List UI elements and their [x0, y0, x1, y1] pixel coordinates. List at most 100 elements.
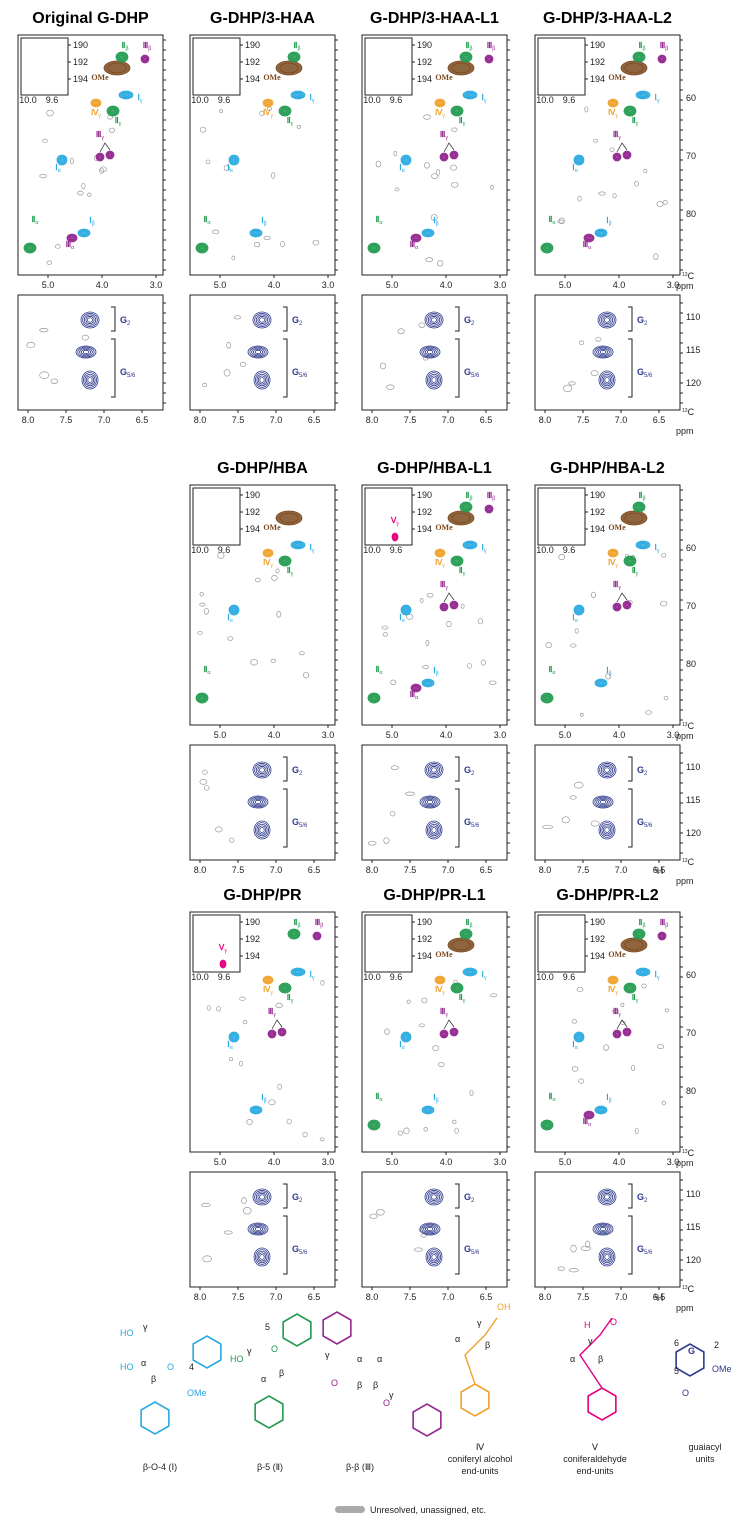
- bracket: [628, 1184, 632, 1208]
- noise-contour: [229, 838, 234, 842]
- x-tick-label: 4.0: [268, 1157, 281, 1167]
- peak-position: β: [642, 496, 645, 502]
- contour: [260, 827, 264, 832]
- axis-unit: 13C: [682, 721, 695, 731]
- noise-contour: [468, 663, 472, 668]
- x-tick-label: 7.0: [615, 865, 628, 875]
- peak-label: Ⅳγ: [608, 108, 618, 119]
- peak-position: β: [609, 671, 612, 677]
- y-tick-label: 110: [686, 1189, 700, 1199]
- noise-contour: [461, 604, 464, 608]
- connector: [100, 143, 110, 152]
- noise-contour: [414, 1248, 422, 1252]
- bracket: [283, 757, 287, 781]
- y-tick-label: 60: [686, 970, 696, 980]
- peak-position: γ: [311, 98, 315, 104]
- noise-contour: [320, 1138, 324, 1141]
- inset-y-tick: 192: [590, 57, 605, 67]
- peak-position: α: [402, 168, 406, 174]
- x-tick-label: 7.0: [442, 1292, 455, 1302]
- g-label: G2: [464, 1192, 475, 1204]
- axis-unit: ppm: [676, 1158, 694, 1168]
- peak-label: Ⅱα: [31, 215, 39, 226]
- peak-unit: OMe: [608, 73, 626, 82]
- inset-y-tick: 192: [73, 57, 88, 67]
- noise-contour: [470, 1090, 473, 1095]
- peak-position: β: [492, 46, 495, 52]
- noise-contour: [370, 1214, 377, 1218]
- contour: [254, 821, 270, 839]
- structure: HOγHOαβO4OMeβ-O-4 (Ⅰ): [120, 1322, 221, 1472]
- spectrum-panel: G-DHP/PR-L119019219410.09.65.04.03.0OMeⅡ…: [362, 887, 510, 1302]
- noise-contour: [394, 151, 397, 156]
- noise-contour: [200, 603, 205, 606]
- peak-label: Ⅰγ: [309, 543, 314, 554]
- peak-label: Ⅱα: [548, 665, 556, 676]
- atom-label: O: [331, 1378, 338, 1388]
- peak-position: γ: [614, 113, 618, 119]
- noise-contour: [243, 1207, 251, 1214]
- inset-y-tick: 194: [590, 951, 605, 961]
- atom-label: β: [373, 1380, 378, 1390]
- peak-label: Ⅱβ: [466, 491, 473, 502]
- peak-label: Ⅱγ: [632, 993, 639, 1004]
- x-tick-label: 4.0: [613, 730, 626, 740]
- contour: [255, 1190, 270, 1203]
- g-label: G2: [292, 765, 303, 777]
- noise-contour: [662, 1101, 665, 1105]
- x-tick-label: 7.5: [60, 415, 73, 425]
- inset-y-tick: 194: [73, 74, 88, 84]
- atom-label: HO: [120, 1328, 134, 1338]
- noise-contour: [604, 1045, 609, 1051]
- contour: [427, 823, 440, 838]
- noise-contour: [558, 220, 564, 223]
- bracket: [455, 1216, 459, 1274]
- y-tick-label: 70: [686, 1028, 696, 1038]
- noise-contour: [204, 608, 208, 614]
- atom-label: α: [377, 1354, 382, 1364]
- peak-position: γ: [269, 563, 273, 569]
- noise-contour: [207, 1005, 210, 1010]
- atom-label: γ: [143, 1322, 148, 1332]
- noise-contour: [70, 158, 73, 164]
- spectrum-panel: G-DHP/3-HAA-L119019219410.09.65.04.03.0O…: [362, 10, 510, 425]
- noise-contour: [420, 598, 423, 602]
- peak-label: Ⅱβ: [294, 41, 301, 52]
- contour: [255, 800, 261, 803]
- peak-position: γ: [290, 571, 294, 577]
- g-main: G: [637, 1244, 644, 1254]
- connector: [617, 143, 627, 152]
- y-tick-label: 80: [686, 1086, 696, 1096]
- noise-contour: [281, 241, 285, 246]
- inset-y-tick: 194: [245, 951, 260, 961]
- y-tick-label: 70: [686, 151, 696, 161]
- contour: [598, 762, 616, 778]
- peak-position: α: [575, 618, 579, 624]
- axis-unit: 13C: [682, 857, 695, 867]
- panel-title: G-DHP/3-HAA: [210, 10, 315, 27]
- noise-contour: [224, 369, 230, 376]
- noise-contour: [376, 161, 381, 167]
- noise-contour: [569, 1269, 578, 1272]
- peak-label: Ⅰβ: [606, 666, 611, 677]
- legend-swatch: [335, 1506, 365, 1513]
- inset-y-tick: 192: [590, 507, 605, 517]
- peak-label: Ⅲβ: [660, 918, 669, 929]
- noise-contour: [427, 593, 433, 597]
- noise-contour: [398, 329, 404, 334]
- peak-label: Ⅲβ: [487, 491, 496, 502]
- noise-contour: [380, 363, 385, 369]
- noise-contour: [88, 193, 91, 197]
- figure: Original G-DHP19019219410.09.65.04.03.0O…: [0, 0, 739, 1520]
- ring: [413, 1404, 441, 1436]
- peak-position: β: [264, 1098, 267, 1104]
- g-main: G: [637, 765, 644, 775]
- noise-contour: [272, 575, 278, 580]
- peak-position: β: [148, 46, 151, 52]
- peak-label: Ⅱβ: [466, 918, 473, 929]
- spectrum-panel: G-DHP/HBA19019219410.09.65.04.03.0OMeⅠγⅣ…: [190, 460, 338, 875]
- noise-contour: [243, 1020, 247, 1023]
- peak-position: γ: [100, 135, 104, 141]
- noise-contour: [433, 1046, 439, 1051]
- bracket: [283, 1216, 287, 1274]
